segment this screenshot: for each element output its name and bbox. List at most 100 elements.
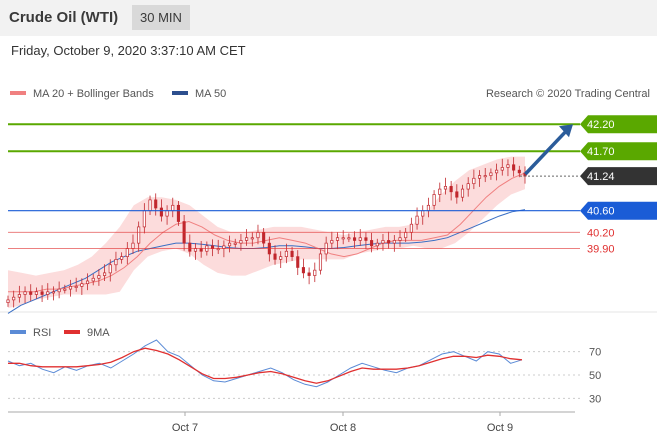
level-40-60-tag [580, 201, 657, 220]
candle-body [330, 240, 334, 244]
level-39-90-label: 39.90 [587, 244, 615, 256]
candle-body [415, 215, 419, 225]
rsi-tick-30: 30 [589, 393, 601, 405]
candle-body [398, 237, 402, 241]
level-41-24-tag [580, 167, 657, 186]
candle-body [193, 248, 198, 252]
rsi-plot-area: 70 50 30 [7, 339, 601, 405]
candle-body [228, 242, 232, 247]
candle-body [506, 164, 510, 168]
x-tick-label: Oct 7 [172, 422, 198, 434]
candle-body [57, 288, 61, 293]
rsi-ma-legend-label: 9MA [87, 327, 110, 339]
ma20-bb-legend-label: MA 20 + Bollinger Bands [33, 88, 154, 100]
candle-body [262, 231, 266, 244]
candle-body [6, 299, 10, 303]
candle-body [335, 237, 340, 241]
candle-body [74, 286, 78, 288]
candle-body [364, 237, 368, 241]
candle-body [512, 164, 516, 171]
price-plot-area [6, 156, 527, 314]
candle-body [199, 248, 203, 252]
candle-body [489, 172, 493, 176]
level-42-20-label: 42.20 [587, 119, 615, 131]
level-41-70-tag [580, 142, 657, 161]
price-levels: 42.20 41.70 41.24 40.60 40.20 39.90 [8, 115, 657, 256]
candle-body [426, 204, 430, 212]
candle-body [387, 240, 391, 244]
candle-body [500, 167, 504, 171]
candle-body [358, 237, 362, 241]
candle-body [517, 169, 521, 174]
chart-header: Crude Oil (WTI) 30 MIN [0, 0, 657, 36]
candle-body [455, 191, 459, 198]
ma20-line [8, 172, 526, 293]
timeframe-badge[interactable]: 30 MIN [132, 5, 190, 30]
candle-body [443, 186, 448, 190]
candle-body [392, 240, 396, 244]
candle-body [120, 256, 124, 260]
rsi-ma-line [8, 347, 523, 384]
candle-body [108, 264, 112, 274]
candle-body [29, 291, 33, 295]
level-40-20-label: 40.20 [587, 227, 615, 239]
x-axis: Oct 7 Oct 8 Oct 9 [172, 412, 513, 434]
candle-body [273, 253, 277, 260]
ma50-line [7, 209, 526, 314]
candle-body [256, 231, 260, 239]
candle-body [404, 231, 408, 239]
instrument-title: Crude Oil (WTI) [9, 9, 119, 26]
candle-body [40, 291, 44, 295]
candle-body [296, 256, 300, 268]
candle-body [245, 237, 249, 241]
ma50-legend-swatch [172, 91, 188, 95]
credit-label: Research © 2020 Trading Central [486, 88, 650, 100]
candle-body [34, 291, 38, 295]
candle-body [239, 240, 243, 244]
candle-body [154, 199, 158, 209]
candle-body [438, 188, 442, 195]
candle-body [233, 242, 237, 245]
candle-body [85, 280, 90, 285]
candle-body [409, 223, 413, 233]
candle-body [51, 291, 56, 294]
rsi-line [7, 339, 523, 388]
candle-body [318, 253, 323, 271]
rsi-ma-legend-swatch [64, 330, 80, 334]
projection-arrow-head [559, 124, 573, 138]
level-40-60-label: 40.60 [587, 206, 615, 218]
candle-body [148, 199, 152, 212]
x-tick-label: Oct 9 [487, 422, 513, 434]
candle-body [103, 272, 107, 276]
candle-body [23, 291, 27, 295]
candle-body [370, 240, 374, 247]
candle-body [210, 245, 215, 249]
candle-body [12, 296, 16, 301]
candle-body [188, 242, 192, 252]
candle-body [477, 175, 482, 179]
candle-body [347, 237, 351, 240]
rsi-legend-swatch [10, 330, 26, 334]
candle-body [80, 283, 84, 287]
candle-body [159, 207, 163, 217]
candle-body [279, 256, 283, 260]
candle-body [466, 183, 470, 190]
candle-body [381, 240, 385, 244]
rsi-tick-50: 50 [589, 370, 601, 382]
rsi-legend-label: RSI [33, 327, 51, 339]
projection-arrow-shaft [524, 129, 569, 176]
candle-body [495, 169, 499, 174]
candle-body [301, 267, 305, 274]
candle-body [91, 277, 95, 282]
candle-body [483, 175, 487, 178]
candle-body [114, 259, 118, 266]
candle-body [137, 226, 141, 244]
candle-body [341, 237, 345, 240]
candle-body [63, 288, 67, 291]
x-tick-label: Oct 8 [330, 422, 356, 434]
ma50-legend-label: MA 50 [195, 88, 226, 100]
candle-body [165, 210, 169, 217]
candle-body [313, 269, 317, 276]
level-42-20-tag [580, 115, 657, 134]
